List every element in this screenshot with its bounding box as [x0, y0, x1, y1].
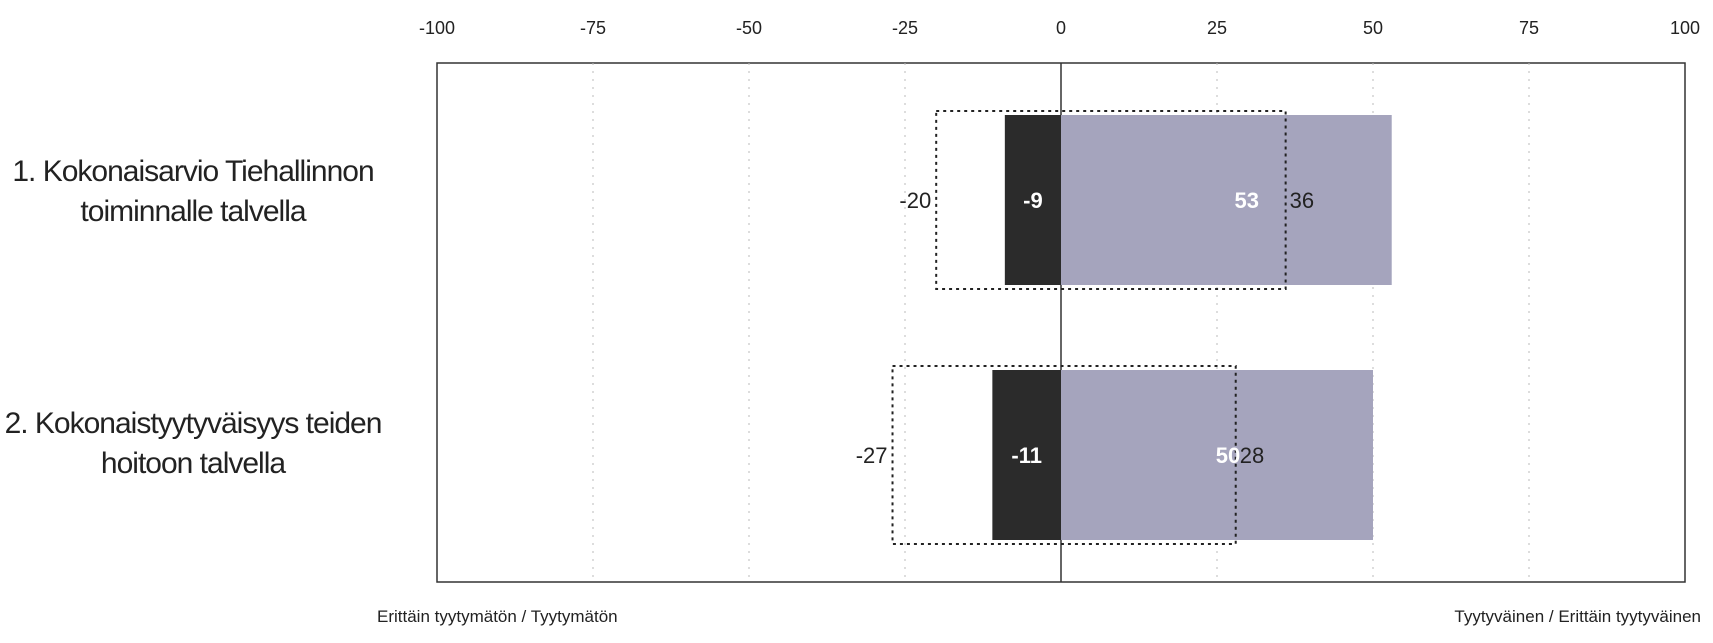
positive-value-label: 53 — [1234, 188, 1258, 213]
x-tick-label: 100 — [1670, 18, 1700, 38]
category-label: 1. Kokonaisarvio Tiehallinnon toiminnall… — [0, 152, 403, 232]
category-label-line: hoitoon talvella — [100, 447, 286, 480]
negative-value-label: -11 — [1011, 443, 1042, 468]
category-label: 2. Kokonaistyytyväisyys teiden hoitoon t… — [0, 404, 403, 484]
outline-positive-label: 36 — [1290, 188, 1314, 213]
category-label-line: 1. Kokonaisarvio Tiehallinnon — [12, 155, 374, 188]
outline-negative-label: -27 — [856, 443, 888, 468]
category-label-line: toiminnalle talvella — [80, 195, 306, 228]
outline-negative-label: -20 — [899, 188, 931, 213]
positive-bar — [1061, 370, 1373, 540]
x-tick-label: -100 — [419, 18, 455, 38]
outline-positive-label: 28 — [1240, 443, 1264, 468]
x-tick-label: 0 — [1056, 18, 1066, 38]
x-tick-label: -25 — [892, 18, 918, 38]
category-label-line: 2. Kokonaistyytyväisyys teiden — [4, 407, 383, 440]
negative-bar — [992, 370, 1061, 540]
positive-bar — [1061, 115, 1392, 285]
x-tick-label: 25 — [1207, 18, 1227, 38]
x-tick-label: -50 — [736, 18, 762, 38]
x-tick-label: 50 — [1363, 18, 1383, 38]
negative-side-caption: Erittäin tyytymätön / Tyytymätön — [377, 607, 618, 626]
positive-side-caption: Tyytyväinen / Erittäin tyytyväinen — [1454, 607, 1701, 626]
x-tick-label: -75 — [580, 18, 606, 38]
negative-bar — [1004, 115, 1061, 285]
outline-bar — [935, 110, 1287, 290]
positive-value-label: 50 — [1216, 443, 1240, 468]
negative-value-label: -9 — [1023, 188, 1043, 213]
x-tick-label: 75 — [1519, 18, 1539, 38]
outline-bar — [891, 365, 1237, 545]
